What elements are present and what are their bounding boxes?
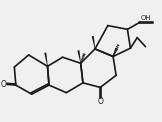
Polygon shape [92,36,95,49]
Text: O: O [0,80,6,89]
Polygon shape [44,53,48,66]
Text: O: O [97,97,103,106]
Polygon shape [77,50,81,63]
Text: OH: OH [141,15,152,21]
